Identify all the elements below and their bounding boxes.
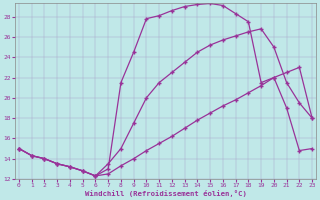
- X-axis label: Windchill (Refroidissement éolien,°C): Windchill (Refroidissement éolien,°C): [84, 190, 246, 197]
